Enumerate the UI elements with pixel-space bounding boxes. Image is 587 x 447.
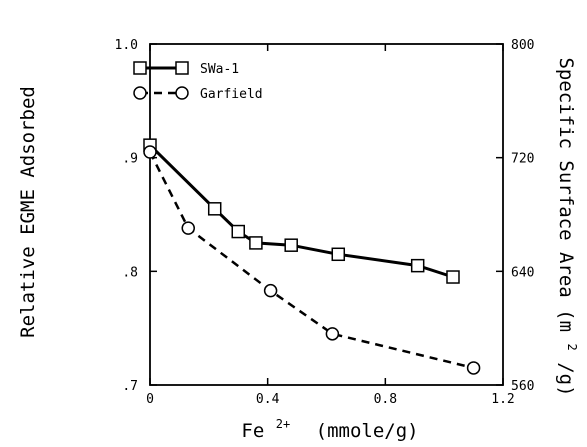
- y2-axis-label: Specific Surface Area (m 2 /g): [555, 57, 585, 396]
- legend-marker-swa1-right: [175, 61, 189, 75]
- y-tick-label: .7: [122, 379, 138, 394]
- y2-axis-unit-sup: 2: [565, 344, 579, 351]
- legend: SWa-1 Garfield: [133, 61, 263, 102]
- y-axis-label: Relative EGME Adsorbed: [17, 86, 39, 338]
- y-tick-label: .8: [122, 265, 138, 280]
- legend-marker-swa1-left: [133, 61, 147, 75]
- data-point-swa-1: [446, 270, 460, 284]
- data-point-garfield: [325, 327, 340, 341]
- x-tick-label: 0: [146, 392, 154, 407]
- legend-marker-garfield-left: [133, 86, 147, 100]
- x-axis-label: Fe 2+ (mmole/g): [241, 411, 418, 442]
- x-tick-label: 0.4: [256, 392, 280, 407]
- legend-label-garfield: Garfield: [200, 87, 263, 102]
- x-axis-label-sup: 2+: [276, 417, 290, 431]
- y2-tick-label: 720: [511, 152, 534, 167]
- y-axis-ticks: .7 .8 .9 1.0: [115, 38, 157, 394]
- data-point-swa-1: [284, 238, 298, 252]
- x-tick-label: 1.2: [491, 392, 514, 407]
- series-line-swa-1: [148, 144, 454, 279]
- data-point-swa-1: [410, 258, 425, 273]
- x-axis-label-main: Fe: [241, 420, 264, 442]
- plot-frame: [149, 43, 504, 386]
- y2-axis-unit-post: /g): [555, 362, 577, 396]
- data-point-garfield: [181, 221, 195, 235]
- y2-tick-label: 560: [511, 379, 534, 394]
- series-layer: [143, 138, 481, 375]
- data-point-swa-1: [331, 247, 346, 262]
- y2-tick-label: 800: [511, 38, 534, 53]
- legend-label-swa1: SWa-1: [200, 62, 239, 77]
- data-point-garfield: [466, 361, 481, 375]
- legend-marker-garfield-right: [175, 86, 189, 100]
- data-point-swa-1: [231, 224, 245, 239]
- series-line-garfield: [148, 151, 474, 370]
- y-tick-label: .9: [122, 152, 138, 167]
- data-point-swa-1: [249, 236, 263, 250]
- x-axis-label-unit: (mmole/g): [316, 420, 419, 442]
- data-point-garfield: [263, 283, 278, 298]
- y2-axis-ticks: 560 640 720 800: [496, 38, 534, 394]
- x-tick-label: 0.8: [374, 392, 397, 407]
- data-point-swa-1: [207, 202, 222, 216]
- data-point-garfield: [143, 145, 157, 159]
- x-axis-ticks: 0 0.4 0.8 1.2: [146, 44, 515, 407]
- y2-axis-label-main: Specific Surface Area: [555, 57, 577, 297]
- y-tick-label: 1.0: [115, 38, 138, 53]
- y2-axis-unit-pre: (m: [555, 309, 577, 332]
- y2-tick-label: 640: [511, 265, 534, 280]
